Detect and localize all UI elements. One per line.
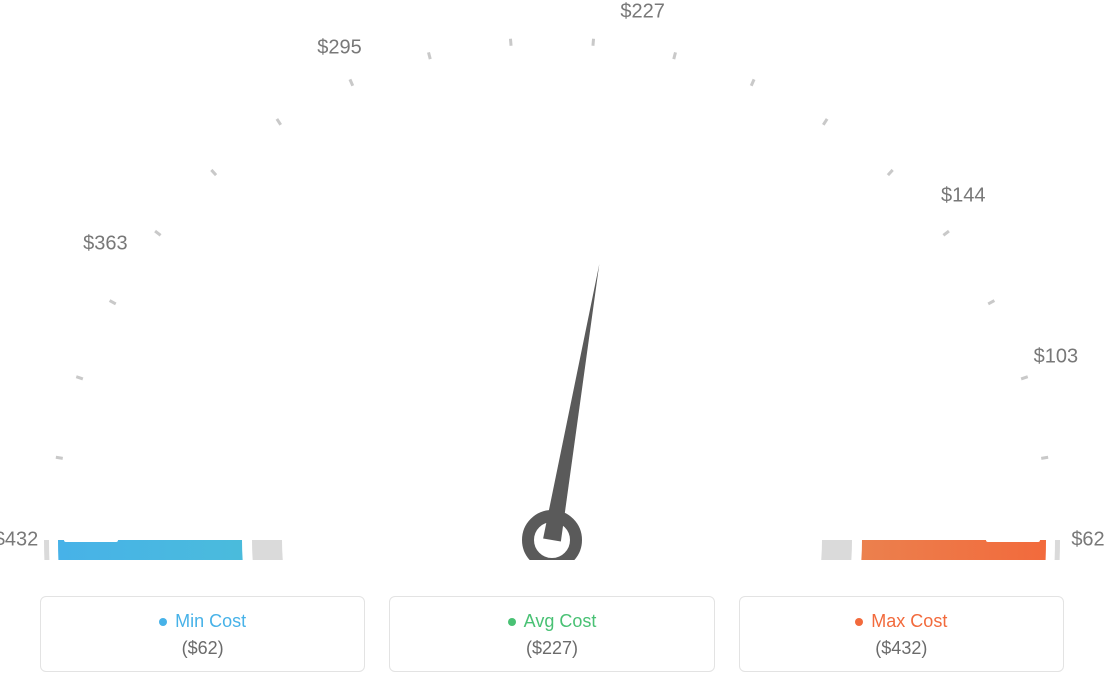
legend-value-avg: ($227)	[400, 638, 703, 659]
gauge-tick-label: $227	[620, 0, 665, 23]
gauge-tick-label: $144	[941, 185, 986, 208]
legend-row: Min Cost ($62) Avg Cost ($227) Max Cost …	[40, 596, 1064, 672]
gauge-tick-label: $432	[0, 529, 38, 552]
legend-card-max: Max Cost ($432)	[739, 596, 1064, 672]
legend-label-max: Max Cost	[855, 611, 947, 632]
legend-value-max: ($432)	[750, 638, 1053, 659]
gauge-tick-label: $103	[1034, 346, 1079, 369]
legend-label-max-text: Max Cost	[871, 611, 947, 632]
legend-card-avg: Avg Cost ($227)	[389, 596, 714, 672]
legend-label-min: Min Cost	[159, 611, 246, 632]
legend-value-min: ($62)	[51, 638, 354, 659]
legend-label-avg: Avg Cost	[508, 611, 597, 632]
gauge-tick-label: $363	[83, 232, 128, 255]
gauge-svg	[0, 0, 1104, 560]
legend-card-min: Min Cost ($62)	[40, 596, 365, 672]
gauge-tick-label: $62	[1071, 529, 1104, 552]
cost-gauge: $62 $103 $144 $227 $295 $363 $432	[0, 0, 1104, 560]
legend-label-min-text: Min Cost	[175, 611, 246, 632]
legend-label-avg-text: Avg Cost	[524, 611, 597, 632]
gauge-tick-label: $295	[317, 36, 362, 59]
